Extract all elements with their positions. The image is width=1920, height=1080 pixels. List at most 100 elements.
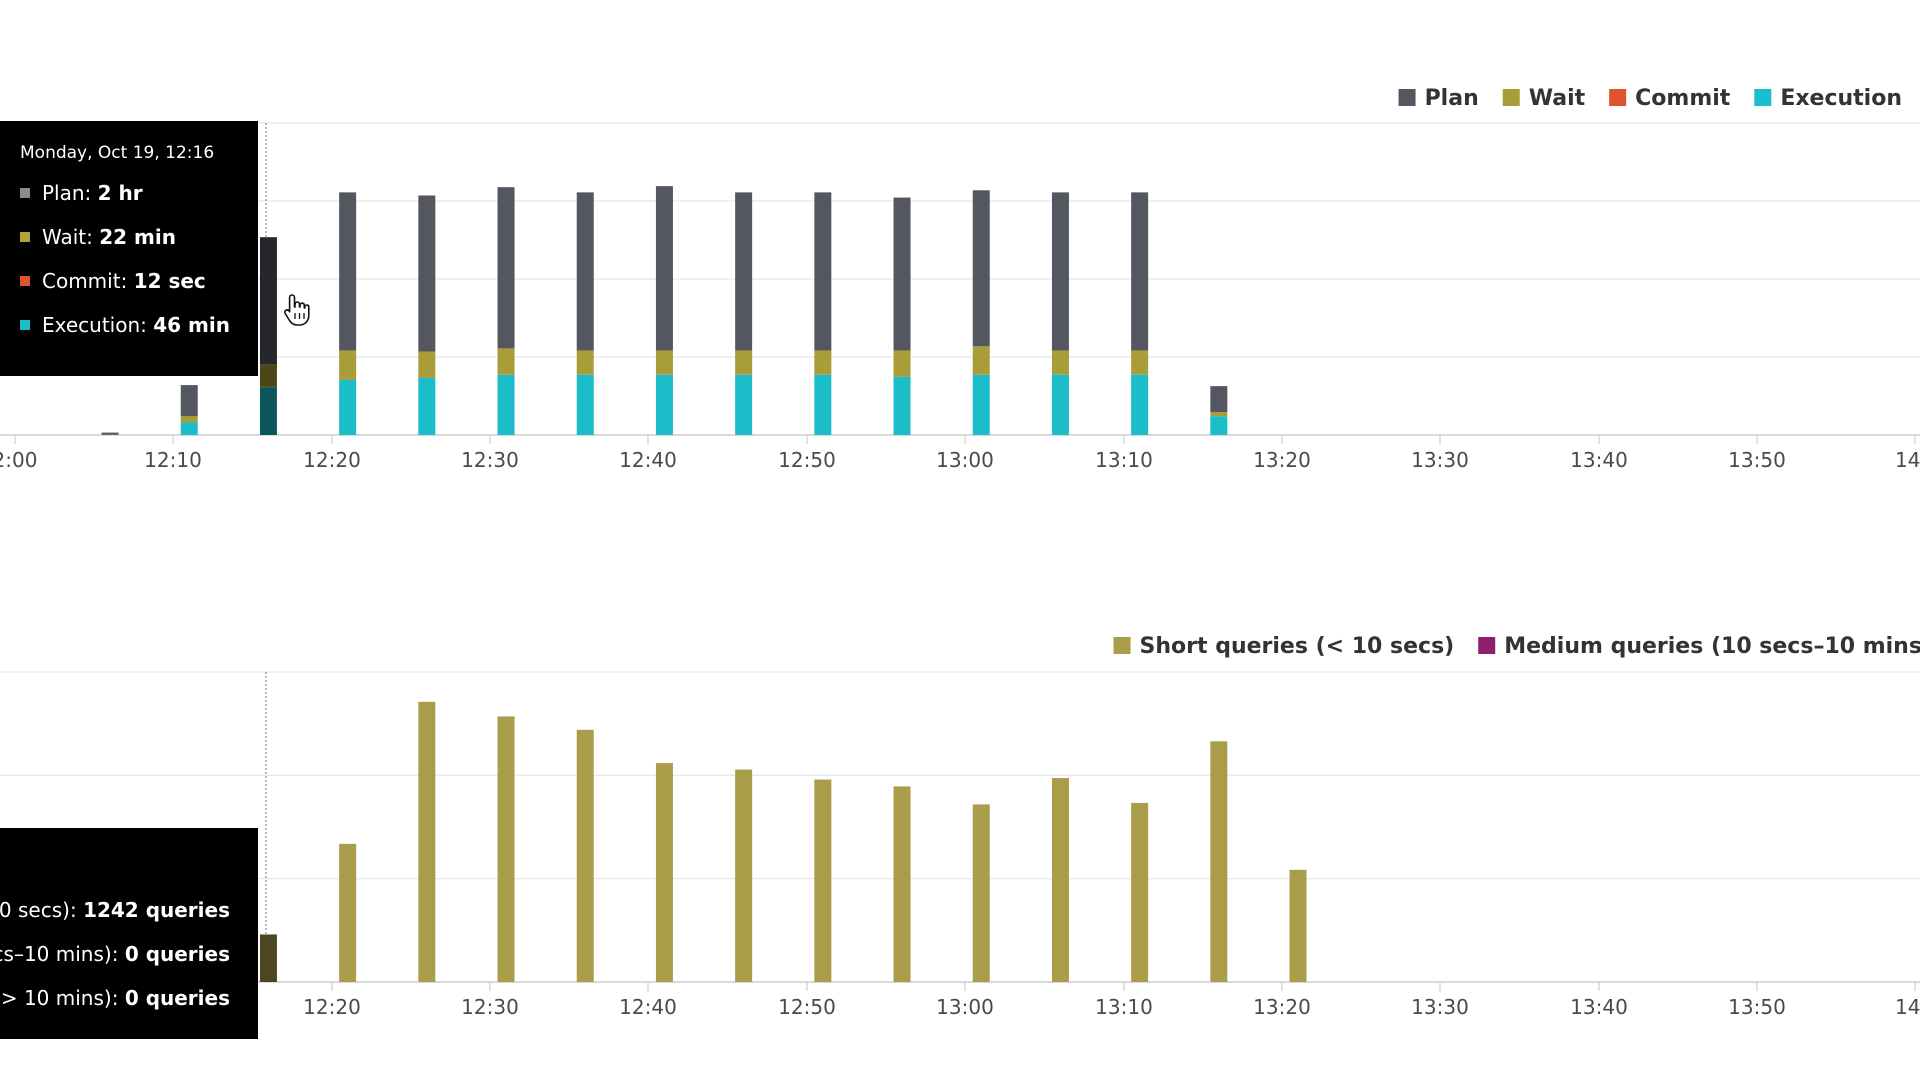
bar-short-queries-10-secs	[1210, 741, 1228, 982]
legend-label: Commit	[1635, 86, 1731, 111]
tooltip-row-execution: Execution: 46 min	[20, 313, 258, 357]
x-tick-label: 2:00	[0, 448, 37, 472]
bar-wait	[972, 346, 990, 375]
bar-execution	[655, 374, 673, 435]
bar-execution	[735, 374, 753, 435]
bar-wait	[497, 348, 515, 375]
x-tick-label: 13:00	[936, 995, 994, 1019]
bar-short-queries-10-secs	[576, 729, 594, 982]
bar-wait	[814, 350, 832, 375]
bar-plan	[497, 187, 515, 349]
tooltip-label: Commit:	[42, 269, 134, 293]
x-tick-label: 13:40	[1570, 995, 1628, 1019]
legend-swatch	[1478, 637, 1496, 654]
bar-execution	[576, 374, 594, 435]
bar-short-queries-10-secs	[418, 701, 436, 982]
bar-short-queries-10-secs	[1051, 778, 1069, 982]
tooltip-label: Wait:	[42, 225, 100, 249]
legend-label: Wait	[1529, 86, 1586, 111]
bar-plan	[1210, 386, 1228, 413]
tooltip-value: 1242 queries	[83, 898, 230, 922]
bar-wait	[1210, 412, 1228, 417]
bar-execution	[180, 422, 198, 435]
bar-wait	[893, 350, 911, 377]
bar-wait	[418, 351, 436, 378]
x-tick-label: 14:(	[1895, 448, 1920, 472]
tooltip-row-wait: Wait: 22 min	[20, 225, 258, 269]
query-count-tooltip: Short queries (< 10 secs): 1242 queries …	[0, 828, 258, 1039]
bar-wait	[655, 350, 673, 375]
bar-plan	[101, 432, 119, 435]
tooltip-date: Monday, Oct 19, 12:16	[20, 143, 215, 163]
bar-short-queries-10-secs	[1131, 802, 1149, 982]
x-tick-label: 12:20	[303, 995, 361, 1019]
tooltip-value: 12 sec	[133, 269, 206, 293]
tooltip-value: 46 min	[153, 313, 230, 337]
x-tick-label: 13:10	[1095, 448, 1153, 472]
x-tick-label: 12:30	[461, 448, 519, 472]
x-tick-label: 14:(	[1895, 995, 1920, 1019]
bar-short-queries-10-secs	[814, 779, 832, 982]
x-tick-label: 13:50	[1728, 995, 1786, 1019]
execution-swatch	[20, 320, 30, 330]
legend-label: Medium queries (10 secs–10 mins)	[1504, 634, 1920, 659]
x-tick-label: 12:50	[778, 448, 836, 472]
tooltip-value: 22 min	[99, 225, 176, 249]
tooltip-label: Plan:	[42, 181, 98, 205]
bar-wait	[180, 416, 198, 423]
bar-short-queries-10-secs	[735, 769, 753, 982]
tooltip-row-short: Short queries (< 10 secs): 1242 queries	[0, 898, 258, 922]
hand-cursor-icon	[283, 294, 310, 326]
tooltip-label: Long queries (> 10 mins):	[0, 986, 119, 1010]
tooltip-row-medium: Medium queries (10 secs–10 mins): 0 quer…	[0, 942, 258, 966]
tooltip-row-commit: Commit: 12 sec	[20, 269, 258, 313]
x-tick-label: 13:10	[1095, 995, 1153, 1019]
query-time-tooltip: Monday, Oct 19, 12:16 Plan: 2 hr Wait: 2…	[0, 121, 258, 376]
bar-short-queries-10-secs	[893, 786, 911, 982]
tooltip-label: Short queries (< 10 secs):	[0, 898, 77, 922]
legend-swatch	[1398, 89, 1416, 106]
bar-plan	[972, 190, 990, 347]
commit-swatch	[20, 276, 30, 286]
bar-execution	[1131, 374, 1149, 435]
x-tick-label: 13:50	[1728, 448, 1786, 472]
bar-wait	[259, 364, 277, 387]
bar-plan	[180, 385, 198, 417]
x-tick-label: 13:30	[1411, 448, 1469, 472]
bar-plan	[418, 195, 436, 352]
bar-plan	[576, 192, 594, 351]
legend-label: Execution	[1780, 86, 1902, 111]
tooltip-row-long: Long queries (> 10 mins): 0 queries	[0, 986, 258, 1010]
legend-label: Short queries (< 10 secs)	[1140, 634, 1455, 659]
x-tick-label: 12:40	[619, 448, 677, 472]
tooltip-label: Medium queries (10 secs–10 mins):	[0, 942, 119, 966]
bar-short-queries-10-secs	[497, 716, 515, 982]
bar-execution	[259, 387, 277, 435]
x-tick-label: 13:00	[936, 448, 994, 472]
x-tick-label: 13:30	[1411, 995, 1469, 1019]
bar-plan	[655, 186, 673, 351]
bar-plan	[735, 192, 753, 351]
bar-execution	[1210, 416, 1228, 435]
bar-plan	[339, 192, 357, 351]
x-tick-label: 13:20	[1253, 448, 1311, 472]
tooltip-label: Execution:	[42, 313, 154, 337]
bar-plan	[259, 237, 277, 365]
x-tick-label: 12:20	[303, 448, 361, 472]
bar-execution	[418, 377, 436, 435]
x-tick-label: 13:40	[1570, 448, 1628, 472]
bar-wait	[1131, 350, 1149, 375]
x-tick-label: 12:10	[144, 448, 202, 472]
legend-swatch	[1754, 89, 1772, 106]
bar-execution	[814, 374, 832, 435]
bar-wait	[735, 350, 753, 375]
tooltip-row-plan: Plan: 2 hr	[20, 181, 258, 225]
bar-execution	[972, 374, 990, 435]
bar-short-queries-10-secs	[339, 843, 357, 982]
bar-short-queries-10-secs	[1289, 869, 1307, 982]
legend-swatch	[1609, 89, 1627, 106]
bar-execution	[339, 379, 357, 435]
bar-execution	[893, 376, 911, 435]
legend-swatch	[1113, 637, 1131, 654]
